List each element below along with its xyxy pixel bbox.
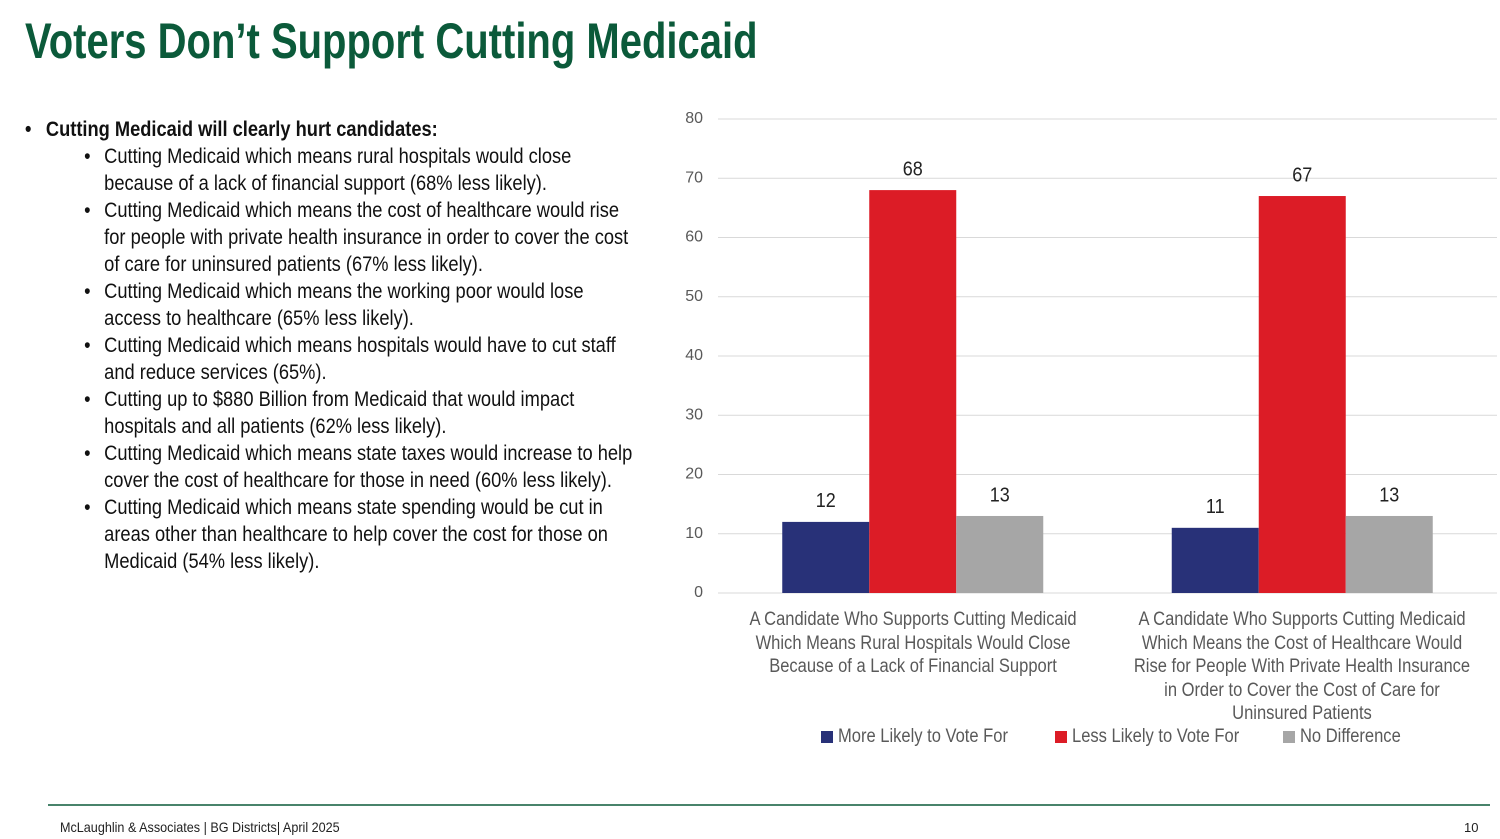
bullet-item: Cutting Medicaid which means rural hospi…: [25, 143, 634, 197]
y-tick-label: 70: [685, 169, 703, 186]
y-tick-label: 50: [685, 288, 703, 305]
legend-label: Less Likely to Vote For: [1072, 726, 1240, 747]
value-label: 11: [1206, 496, 1225, 518]
bullet-item: Cutting up to $880 Billion from Medicaid…: [25, 386, 634, 440]
bar: [1345, 515, 1433, 593]
value-label: 13: [990, 484, 1010, 506]
footer-source: McLaughlin & Associates | BG Districts| …: [60, 819, 340, 835]
legend-label: More Likely to Vote For: [838, 726, 1008, 747]
value-label: 68: [903, 159, 923, 181]
page-number: 10: [1464, 820, 1479, 835]
y-tick-label: 30: [685, 406, 703, 423]
bar: [956, 515, 1044, 593]
value-label: 67: [1292, 164, 1312, 186]
bar: [1258, 196, 1346, 593]
bullet-item: Cutting Medicaid which means the working…: [25, 278, 634, 332]
bar: [782, 521, 870, 593]
y-tick-label: 80: [685, 110, 703, 127]
y-tick-label: 40: [685, 347, 703, 364]
bullet-item: Cutting Medicaid which means state spend…: [25, 494, 634, 575]
y-tick-label: 10: [685, 525, 703, 542]
legend-swatch: [821, 731, 833, 743]
bullet-item: Cutting Medicaid which means the cost of…: [25, 197, 634, 278]
bullet-list: Cutting Medicaid will clearly hurt candi…: [25, 116, 634, 575]
y-tick-label: 60: [685, 229, 703, 246]
bullet-heading: Cutting Medicaid will clearly hurt candi…: [25, 116, 634, 143]
legend-label: No Difference: [1300, 726, 1401, 747]
value-label: 13: [1379, 484, 1399, 506]
y-tick-label: 0: [694, 584, 703, 601]
y-tick-label: 20: [685, 466, 703, 483]
bar: [1171, 527, 1259, 593]
slide-title: Voters Don’t Support Cutting Medicaid: [25, 13, 758, 69]
legend-swatch: [1055, 731, 1067, 743]
x-tick-label: A Candidate Who Supports Cutting Medicai…: [749, 609, 1077, 677]
x-tick-label: A Candidate Who Supports Cutting Medicai…: [1134, 609, 1471, 724]
value-label: 12: [816, 490, 836, 512]
bullet-item: Cutting Medicaid which means hospitals w…: [25, 332, 634, 386]
legend-swatch: [1283, 731, 1295, 743]
bullet-item: Cutting Medicaid which means state taxes…: [25, 440, 634, 494]
bar: [869, 190, 957, 593]
